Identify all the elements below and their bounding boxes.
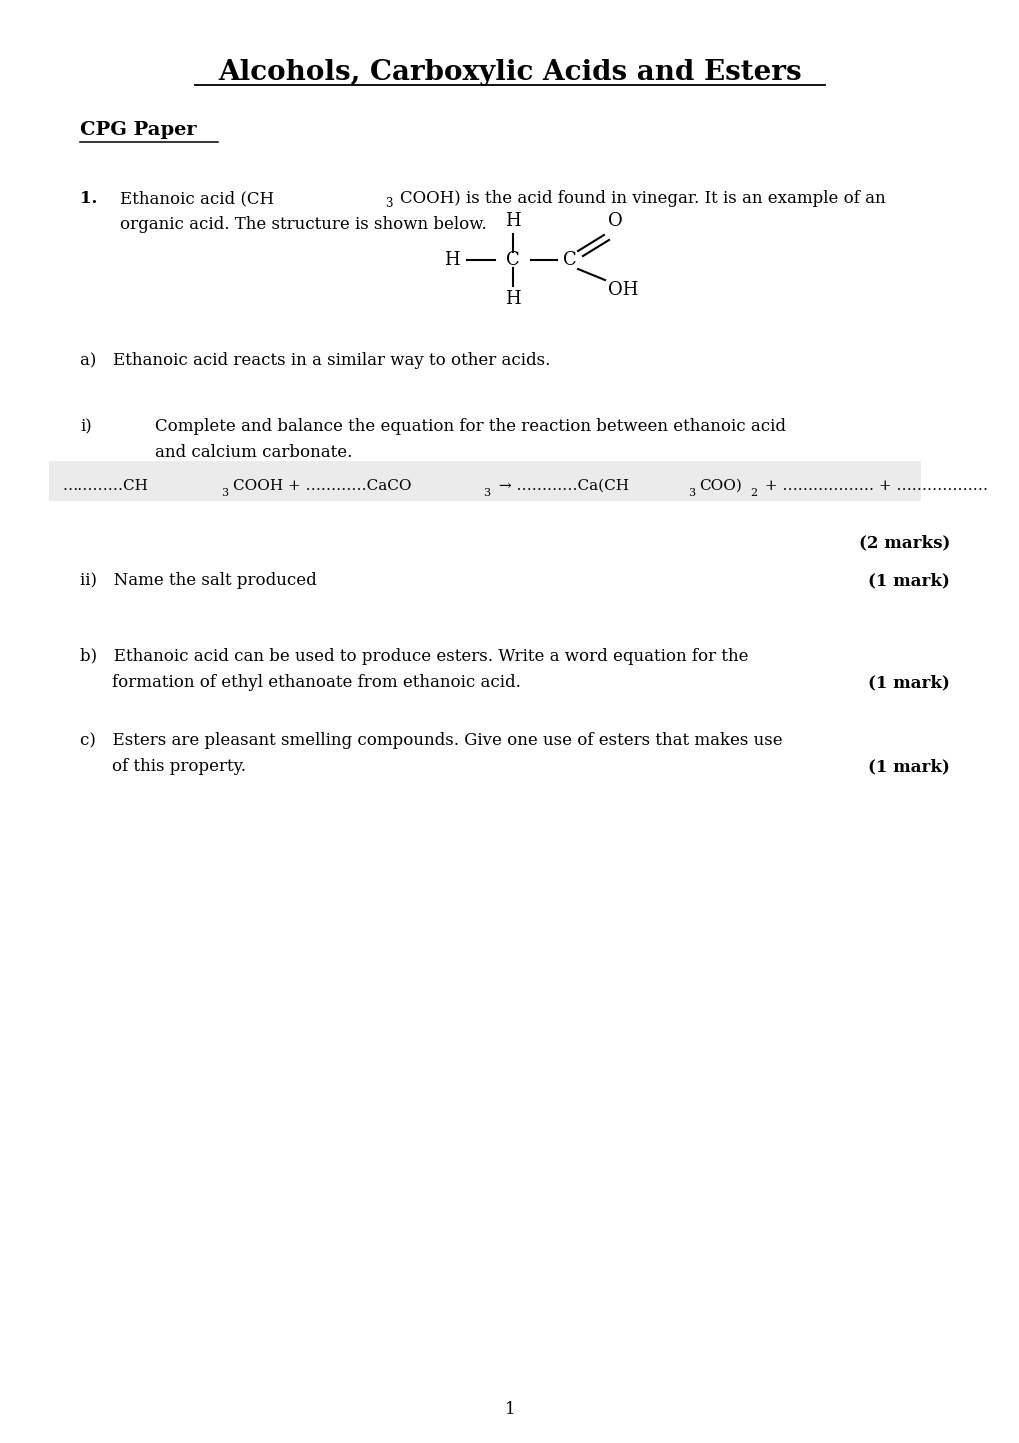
Text: H: H bbox=[504, 212, 521, 229]
Text: COO): COO) bbox=[699, 479, 742, 494]
Text: 1: 1 bbox=[504, 1401, 515, 1418]
Text: H: H bbox=[504, 290, 521, 307]
Text: H: H bbox=[444, 251, 460, 268]
Text: 3: 3 bbox=[221, 489, 228, 498]
Text: C: C bbox=[505, 251, 520, 268]
Text: a) Ethanoic acid reacts in a similar way to other acids.: a) Ethanoic acid reacts in a similar way… bbox=[79, 352, 550, 369]
Text: C: C bbox=[562, 251, 577, 268]
Text: …………CH: …………CH bbox=[62, 479, 148, 494]
Text: CPG Paper: CPG Paper bbox=[79, 121, 197, 139]
Text: 3: 3 bbox=[688, 489, 695, 498]
Text: (2 marks): (2 marks) bbox=[858, 534, 949, 551]
Text: formation of ethyl ethanoate from ethanoic acid.: formation of ethyl ethanoate from ethano… bbox=[112, 674, 521, 691]
Text: Alcohols, Carboxylic Acids and Esters: Alcohols, Carboxylic Acids and Esters bbox=[218, 59, 801, 85]
Text: and calcium carbonate.: and calcium carbonate. bbox=[155, 444, 352, 460]
Text: 3: 3 bbox=[483, 489, 490, 498]
Text: Ethanoic acid (CH: Ethanoic acid (CH bbox=[120, 190, 274, 206]
Text: c) Esters are pleasant smelling compounds. Give one use of esters that makes use: c) Esters are pleasant smelling compound… bbox=[79, 732, 782, 749]
Text: of this property.: of this property. bbox=[112, 758, 246, 775]
Text: b) Ethanoic acid can be used to produce esters. Write a word equation for the: b) Ethanoic acid can be used to produce … bbox=[79, 648, 748, 665]
Text: O: O bbox=[607, 212, 622, 229]
Text: ii) Name the salt produced: ii) Name the salt produced bbox=[79, 571, 317, 589]
Text: → …………Ca(CH: → …………Ca(CH bbox=[494, 479, 629, 494]
Text: (1 mark): (1 mark) bbox=[867, 571, 949, 589]
Text: Complete and balance the equation for the reaction between ethanoic acid: Complete and balance the equation for th… bbox=[155, 418, 786, 434]
Text: (1 mark): (1 mark) bbox=[867, 758, 949, 775]
Text: 3: 3 bbox=[385, 198, 392, 211]
Text: organic acid. The structure is shown below.: organic acid. The structure is shown bel… bbox=[120, 216, 486, 232]
Text: COOH + …………CaCO: COOH + …………CaCO bbox=[232, 479, 411, 494]
Text: + ……………… + ………………: + ……………… + ……………… bbox=[760, 479, 987, 494]
Text: 1.: 1. bbox=[79, 190, 97, 206]
Text: COOH) is the acid found in vinegar. It is an example of an: COOH) is the acid found in vinegar. It i… bbox=[399, 190, 884, 206]
Text: 2: 2 bbox=[750, 489, 757, 498]
Text: (1 mark): (1 mark) bbox=[867, 674, 949, 691]
Text: OH: OH bbox=[607, 281, 638, 299]
FancyBboxPatch shape bbox=[49, 460, 920, 501]
Text: i): i) bbox=[79, 418, 92, 434]
